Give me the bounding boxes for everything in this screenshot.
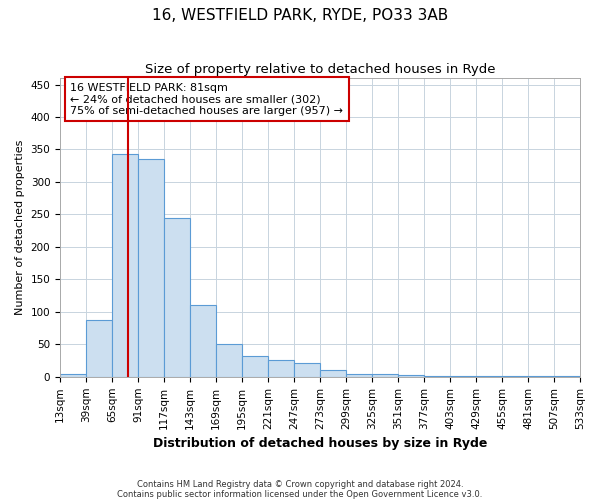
Bar xyxy=(320,370,346,377)
Bar xyxy=(112,154,138,377)
Bar xyxy=(216,344,242,377)
Text: 16, WESTFIELD PARK, RYDE, PO33 3AB: 16, WESTFIELD PARK, RYDE, PO33 3AB xyxy=(152,8,448,22)
Title: Size of property relative to detached houses in Ryde: Size of property relative to detached ho… xyxy=(145,62,495,76)
Bar xyxy=(242,356,268,377)
Bar xyxy=(164,218,190,377)
Bar xyxy=(372,374,398,377)
Bar xyxy=(268,360,294,377)
Text: 16 WESTFIELD PARK: 81sqm
← 24% of detached houses are smaller (302)
75% of semi-: 16 WESTFIELD PARK: 81sqm ← 24% of detach… xyxy=(70,82,343,116)
Bar xyxy=(424,376,450,377)
Bar xyxy=(190,306,216,377)
Bar xyxy=(346,374,372,377)
Bar xyxy=(294,363,320,377)
X-axis label: Distribution of detached houses by size in Ryde: Distribution of detached houses by size … xyxy=(153,437,487,450)
Bar xyxy=(450,376,476,377)
Text: Contains HM Land Registry data © Crown copyright and database right 2024.
Contai: Contains HM Land Registry data © Crown c… xyxy=(118,480,482,499)
Bar xyxy=(86,320,112,377)
Bar xyxy=(398,375,424,377)
Y-axis label: Number of detached properties: Number of detached properties xyxy=(15,140,25,315)
Bar xyxy=(60,374,86,377)
Bar xyxy=(138,159,164,377)
